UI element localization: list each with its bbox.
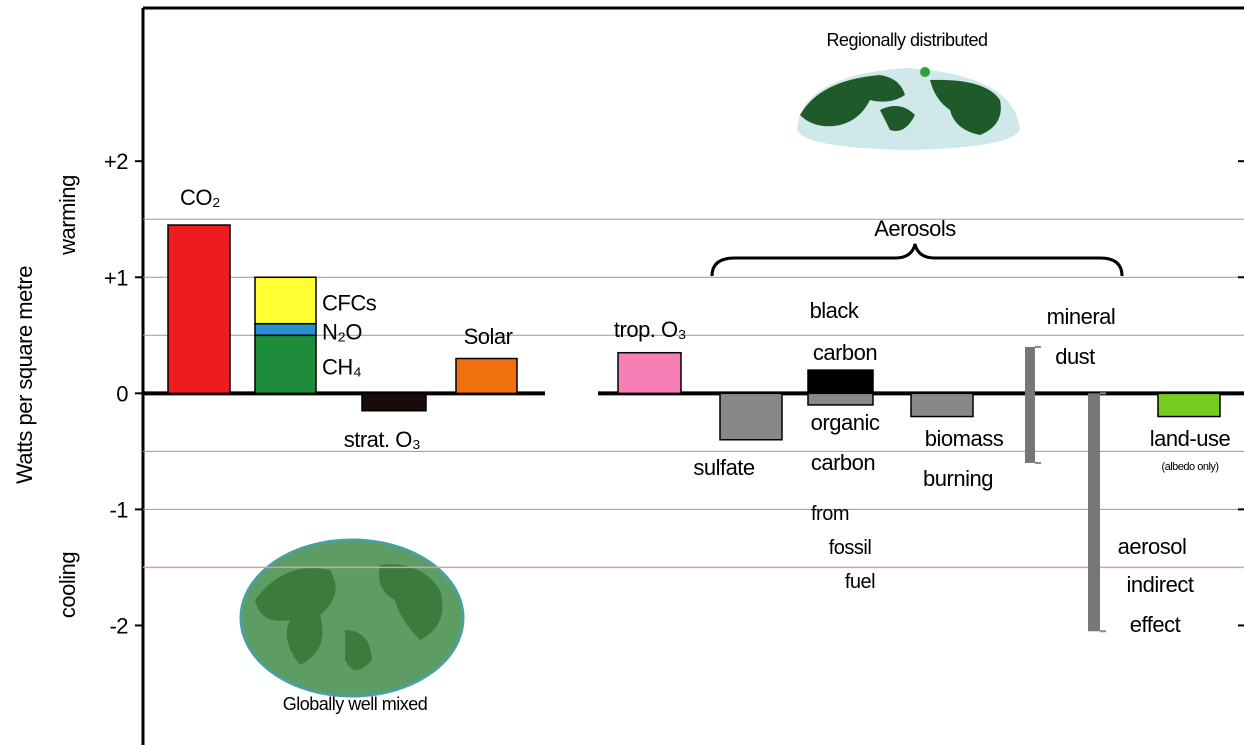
bar-label: carbon <box>811 450 875 475</box>
y-tick-label: +1 <box>104 265 128 290</box>
aerosol-brace <box>710 243 1124 277</box>
warming-label: warming <box>55 175 80 256</box>
y-tick-label: -1 <box>109 497 128 522</box>
bar-segment <box>254 334 317 395</box>
bar <box>617 351 682 395</box>
bar-label: strat. O₃ <box>344 427 421 452</box>
bar <box>807 392 874 406</box>
bar-label: trop. O₃ <box>614 317 686 342</box>
regional-label: Regionally distributed <box>826 30 987 50</box>
bar-label: effect <box>1130 612 1181 637</box>
y-tick-label: -2 <box>109 613 128 638</box>
global-globe <box>239 538 465 698</box>
y-axis-label: Watts per square metre <box>12 266 37 484</box>
bar-label: sulfate <box>693 455 755 480</box>
bar-segment <box>254 322 317 337</box>
bar <box>1157 392 1221 418</box>
bar-label: black <box>810 298 860 323</box>
range-bar <box>1025 346 1035 463</box>
bar <box>807 369 874 395</box>
bar-label: burning <box>923 466 993 491</box>
bar-label: aerosol <box>1118 534 1187 559</box>
regional-globe <box>797 67 1020 150</box>
bar-label: Solar <box>464 324 513 349</box>
bar-label: CO₂ <box>180 185 220 210</box>
bar <box>910 392 974 418</box>
bar <box>719 392 783 441</box>
y-tick-label: 0 <box>116 381 128 406</box>
segment-label: CH₄ <box>322 354 362 379</box>
cooling-label: cooling <box>55 552 80 618</box>
bar <box>167 224 231 395</box>
bar-label: biomass <box>925 426 1004 451</box>
bar-label: mineral <box>1047 304 1116 329</box>
bar-label: indirect <box>1127 572 1194 597</box>
bar-label: carbon <box>813 340 877 365</box>
bar-label: land-use <box>1150 426 1231 451</box>
bar-note: (albedo only) <box>1161 461 1218 473</box>
global-label: Globally well mixed <box>283 694 428 714</box>
segment-label: N₂O <box>322 319 362 344</box>
bar-note: fossil <box>829 537 872 559</box>
segment-label: CFCs <box>322 290 377 315</box>
group-label: Aerosols <box>874 216 956 241</box>
range-bar <box>1088 393 1100 632</box>
bar <box>455 357 518 395</box>
bar-note: from <box>811 503 849 525</box>
bar-segment <box>254 276 317 325</box>
bar <box>361 392 427 412</box>
y-tick-label: +2 <box>104 149 128 174</box>
bar-note: fuel <box>845 571 875 593</box>
bar-label: dust <box>1055 344 1095 369</box>
bar-label: organic <box>811 410 880 435</box>
